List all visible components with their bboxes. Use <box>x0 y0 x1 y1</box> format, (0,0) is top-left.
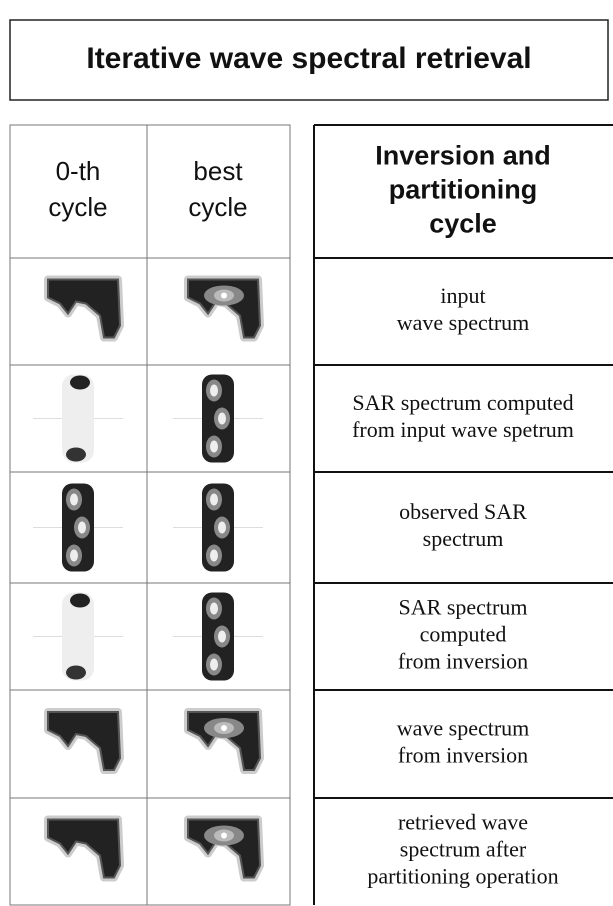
sar-spectrum-image <box>33 483 123 572</box>
peak <box>210 602 218 615</box>
core <box>47 818 122 879</box>
row-label: from input wave spetrum <box>352 417 574 442</box>
peak <box>70 493 78 506</box>
row-label: from inversion <box>398 743 528 768</box>
column-header: 0-th <box>56 156 101 186</box>
peak <box>78 521 86 534</box>
row-label: SAR spectrum computed <box>352 390 573 415</box>
sar-spectrum-image <box>173 374 263 463</box>
title-box <box>9 19 609 101</box>
sar-spectrum-image <box>173 592 263 681</box>
sar-spectrum-image <box>33 592 123 681</box>
peak <box>221 725 227 731</box>
blob <box>70 593 90 608</box>
grid-frame <box>9 124 291 906</box>
wave-spectrum-image <box>44 275 124 342</box>
sar-spectrum-image <box>33 374 123 463</box>
peak <box>218 412 226 425</box>
blob <box>66 665 86 680</box>
halo <box>62 592 94 681</box>
table-header: cycle <box>429 209 497 239</box>
row-label: input <box>440 283 485 308</box>
peak <box>210 549 218 562</box>
column-header: cycle <box>188 192 247 222</box>
row-label: computed <box>420 622 507 647</box>
peak <box>218 630 226 643</box>
peak <box>210 493 218 506</box>
row-label: wave spectrum <box>397 310 530 335</box>
sar-spectrum-image <box>173 483 263 572</box>
core <box>47 711 122 771</box>
peak <box>221 292 227 299</box>
row-label: from inversion <box>398 649 528 674</box>
row-label: spectrum <box>423 526 504 551</box>
right-table: Inversion andpartitioningcycleinputwave … <box>313 124 613 905</box>
column-header: best <box>193 156 243 186</box>
peak <box>210 440 218 453</box>
peak <box>218 521 226 534</box>
row-label: spectrum after <box>400 837 527 862</box>
wave-spectrum-image <box>184 815 264 882</box>
halo <box>62 374 94 463</box>
blob <box>70 375 90 390</box>
left-table: 0-th cycle best cycle <box>9 124 291 906</box>
blob <box>66 447 86 462</box>
peak <box>210 384 218 397</box>
row-label: observed SAR <box>399 499 527 524</box>
column-header: cycle <box>48 192 107 222</box>
row-label: retrieved wave <box>398 810 528 835</box>
peak <box>210 658 218 671</box>
wave-spectrum-image <box>184 708 264 774</box>
row-label: wave spectrum <box>397 716 530 741</box>
core <box>47 278 122 339</box>
row-label: SAR spectrum <box>399 595 528 620</box>
title: Iterative wave spectral retrieval <box>86 42 531 75</box>
peak <box>70 549 78 562</box>
table-header: Inversion and <box>375 141 551 171</box>
peak <box>221 832 227 839</box>
wave-spectrum-image <box>44 815 124 882</box>
row-label: partitioning operation <box>367 864 558 889</box>
table-header: partitioning <box>389 175 537 205</box>
wave-spectrum-image <box>184 275 264 342</box>
wave-spectrum-image <box>44 708 124 774</box>
